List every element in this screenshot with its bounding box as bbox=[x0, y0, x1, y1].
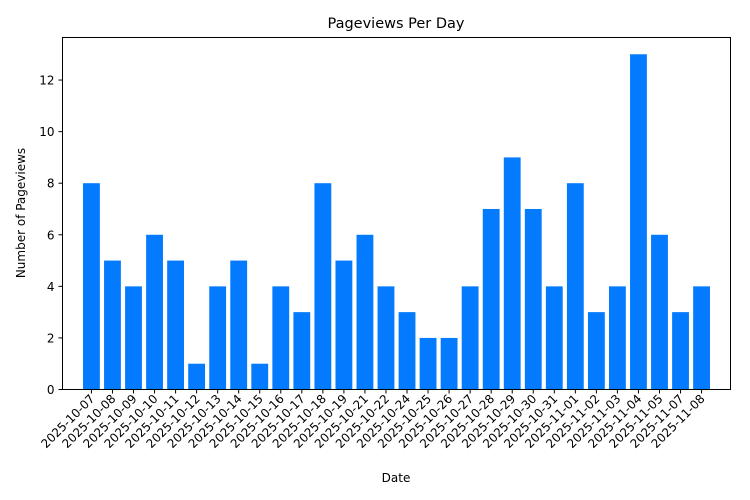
bar bbox=[440, 337, 458, 390]
bar bbox=[335, 260, 353, 390]
y-tick-label: 10 bbox=[39, 125, 54, 139]
bar bbox=[482, 208, 500, 390]
bar bbox=[693, 286, 710, 390]
bar bbox=[587, 312, 605, 390]
bar bbox=[83, 183, 100, 390]
y-tick-label: 12 bbox=[39, 74, 54, 88]
bar bbox=[104, 260, 121, 390]
bar bbox=[566, 183, 584, 390]
bar bbox=[167, 260, 185, 390]
y-tick-label: 2 bbox=[47, 331, 55, 345]
y-tick-label: 4 bbox=[47, 280, 55, 294]
bar bbox=[630, 54, 647, 390]
bar bbox=[398, 312, 416, 390]
bar bbox=[377, 286, 395, 390]
bar bbox=[419, 337, 437, 390]
bar bbox=[146, 234, 163, 390]
bar bbox=[608, 286, 626, 390]
bar bbox=[272, 286, 290, 390]
x-axis: 2025-10-072025-10-082025-10-092025-10-10… bbox=[38, 389, 708, 451]
y-tick-label: 6 bbox=[47, 228, 55, 242]
y-axis-label: Number of Pageviews bbox=[14, 148, 28, 278]
plot-frame bbox=[62, 37, 731, 390]
bar bbox=[230, 260, 248, 390]
bar bbox=[251, 363, 269, 390]
bar bbox=[293, 312, 311, 390]
y-tick-label: 8 bbox=[47, 177, 55, 191]
bar bbox=[524, 208, 542, 390]
bar bbox=[651, 234, 668, 390]
bar bbox=[314, 183, 332, 390]
bar bbox=[356, 234, 374, 390]
y-tick-label: 0 bbox=[47, 383, 55, 397]
bar bbox=[461, 286, 479, 390]
y-axis: 0 2 4 6 8 10 12 bbox=[39, 74, 63, 397]
bar bbox=[188, 363, 206, 390]
bar bbox=[672, 312, 689, 390]
x-axis-label: Date bbox=[382, 471, 411, 485]
bar bbox=[209, 286, 227, 390]
bars-group bbox=[83, 54, 710, 390]
bar bbox=[545, 286, 563, 390]
chart-title: Pageviews Per Day bbox=[327, 16, 464, 32]
bar bbox=[503, 157, 521, 390]
bar bbox=[125, 286, 142, 390]
